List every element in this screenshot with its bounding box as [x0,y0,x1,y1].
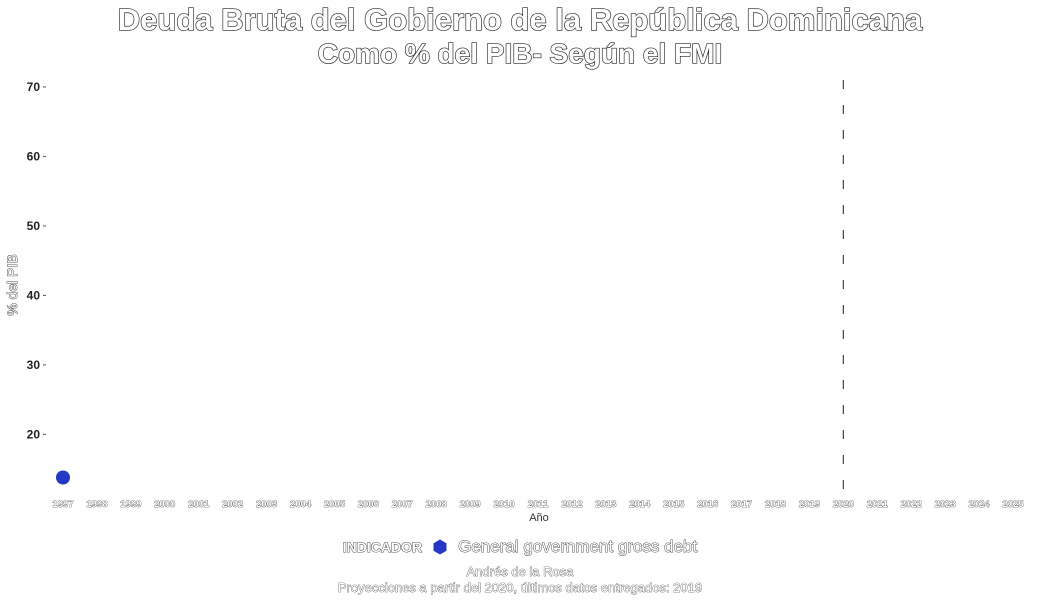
x-tick-label: 2022 [901,499,922,510]
x-tick-label: 1997 [52,499,73,510]
x-tick-label: 2011 [528,499,549,510]
x-tick-label: 2012 [561,499,582,510]
x-tick-label: 2025 [1002,499,1024,510]
x-tick-label: 2001 [188,499,210,510]
x-tick-label: 2009 [460,499,481,510]
y-axis: 20 30 40 50 60 70 [27,80,46,441]
y-tick-label: 50 [27,219,41,233]
data-points [56,470,70,485]
x-tick-label: 2015 [663,499,685,510]
y-tick-label: 70 [27,80,41,94]
x-tick-label: 2021 [867,499,889,510]
x-tick-label: 2003 [256,499,277,510]
y-tick-label: 60 [27,149,41,163]
x-tick-label: 2013 [595,499,616,510]
caption-note: Proyecciones a partir del 2020, últimos … [337,580,703,596]
x-tick-label: 1999 [120,499,141,510]
x-tick-label: 2018 [765,499,786,510]
x-tick-label: 2016 [697,499,718,510]
chart-subtitle: Como % del PIB- Según el FMI [317,37,723,69]
x-tick-label: 2017 [731,499,752,510]
y-tick-label: 40 [27,288,41,302]
legend: INDICADOR General government gross debt [0,537,1040,557]
data-point [56,470,70,485]
chart-title: Deuda Bruta del Gobierno de la República… [117,1,923,37]
legend-title: INDICADOR [342,539,423,556]
x-tick-label: 2007 [392,499,413,510]
legend-hexagon-icon [433,539,447,555]
x-tick-label: 2006 [358,499,379,510]
x-axis: 1997 1998 1999 2000 2001 2002 2003 2004 2005 2006… [52,499,1024,511]
legend-item-label: General government gross debt [458,537,698,557]
x-tick-label: 2023 [935,499,956,510]
x-tick-label: 2020 [833,499,854,510]
caption-author: Andrés de la Rosa [466,564,574,580]
x-tick-label: 2002 [222,499,243,510]
x-tick-label: 2008 [426,499,447,510]
x-tick-label: 2005 [324,499,346,510]
x-axis-label: Año [529,512,549,524]
x-tick-label: 2004 [290,499,312,510]
x-tick-label: 2019 [799,499,820,510]
y-axis-label: % del PIB [4,254,20,315]
x-tick-label: 2024 [969,499,991,510]
x-tick-label: 2010 [494,499,515,510]
x-tick-label: 2014 [629,499,651,510]
y-tick-label: 30 [27,358,41,372]
x-tick-label: 2000 [154,499,175,510]
y-tick-label: 20 [27,427,41,441]
x-tick-label: 1998 [86,499,107,510]
